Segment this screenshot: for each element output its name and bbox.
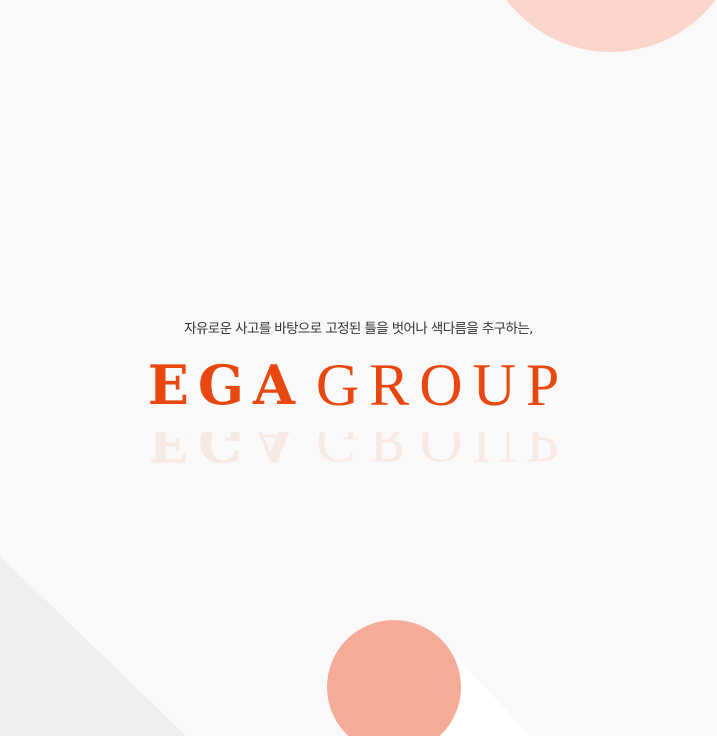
logo-ega: EGA [147,353,304,417]
tagline-text: 자유로운 사고를 바탕으로 고정된 틀을 벗어나 색다름을 추구하는, [184,321,533,337]
decorative-circle-bottom [327,620,461,736]
logo-reflection-group: GROUP [315,432,570,472]
brand-logo: EGA GROUP [0,355,717,417]
triangle-shape [0,556,186,736]
logo-reflection: EGA GROUP [0,432,717,472]
logo-reflection-ega: EGA [147,432,304,472]
logo-group: GROUP [315,352,570,418]
